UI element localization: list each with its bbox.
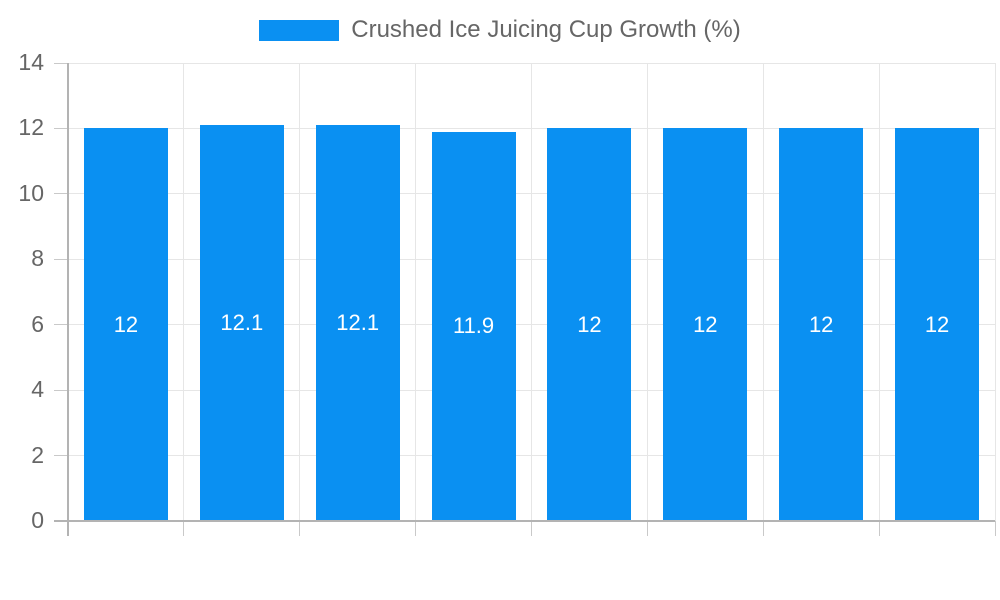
x-gridline bbox=[183, 63, 185, 521]
bar[interactable] bbox=[431, 131, 516, 521]
x-gridline bbox=[994, 63, 996, 521]
y-tick-label: 12 bbox=[18, 114, 44, 141]
y-tick-mark bbox=[54, 127, 68, 129]
y-axis-line bbox=[67, 63, 69, 536]
y-tick-label: 0 bbox=[31, 507, 44, 533]
x-gridline bbox=[646, 63, 648, 521]
bar-value-label: 12 bbox=[693, 311, 718, 337]
x-tick-mark bbox=[646, 521, 648, 536]
legend-swatch bbox=[259, 19, 340, 41]
y-tick-mark bbox=[54, 389, 68, 391]
bar[interactable] bbox=[779, 128, 864, 521]
y-tick-label: 2 bbox=[31, 441, 44, 468]
y-tick-mark bbox=[54, 258, 68, 260]
x-tick-mark bbox=[183, 521, 185, 536]
x-tick-mark bbox=[415, 521, 417, 536]
legend-item[interactable]: Crushed Ice Juicing Cup Growth (%) bbox=[0, 16, 1000, 44]
bar[interactable] bbox=[315, 125, 400, 521]
y-tick-label: 14 bbox=[18, 49, 44, 75]
bar[interactable] bbox=[199, 125, 284, 521]
bar-value-label: 11.9 bbox=[452, 313, 495, 339]
x-axis-line bbox=[54, 520, 995, 522]
x-tick-mark bbox=[531, 521, 532, 536]
y-tick-label: 6 bbox=[31, 310, 44, 337]
y-tick-mark bbox=[54, 193, 68, 195]
x-gridline bbox=[415, 63, 417, 521]
x-gridline bbox=[878, 63, 880, 521]
y-tick-mark bbox=[54, 62, 68, 64]
bar-value-label: 12 bbox=[924, 311, 950, 337]
bar-value-label: 12 bbox=[113, 311, 139, 337]
bar-value-label: 12.1 bbox=[336, 310, 380, 336]
x-tick-mark bbox=[762, 521, 764, 536]
bar[interactable] bbox=[547, 128, 632, 521]
y-tick-label: 8 bbox=[31, 245, 44, 272]
bar-value-label: 12 bbox=[577, 311, 602, 337]
x-tick-mark bbox=[299, 521, 301, 536]
x-gridline bbox=[299, 63, 301, 521]
x-gridline bbox=[531, 63, 532, 521]
y-tick-mark bbox=[54, 324, 68, 326]
bar[interactable] bbox=[83, 128, 168, 521]
bar-value-label: 12.1 bbox=[220, 310, 264, 336]
x-tick-mark bbox=[994, 521, 996, 536]
y-tick-mark bbox=[54, 455, 68, 457]
bar[interactable] bbox=[895, 128, 980, 521]
y-tick-label: 10 bbox=[18, 179, 44, 206]
x-tick-mark bbox=[878, 521, 880, 536]
y-tick-label: 4 bbox=[31, 376, 44, 403]
bar[interactable] bbox=[663, 128, 748, 521]
legend-label: Crushed Ice Juicing Cup Growth (%) bbox=[351, 16, 741, 43]
bar-value-label: 12 bbox=[808, 311, 834, 337]
x-gridline bbox=[762, 63, 764, 521]
